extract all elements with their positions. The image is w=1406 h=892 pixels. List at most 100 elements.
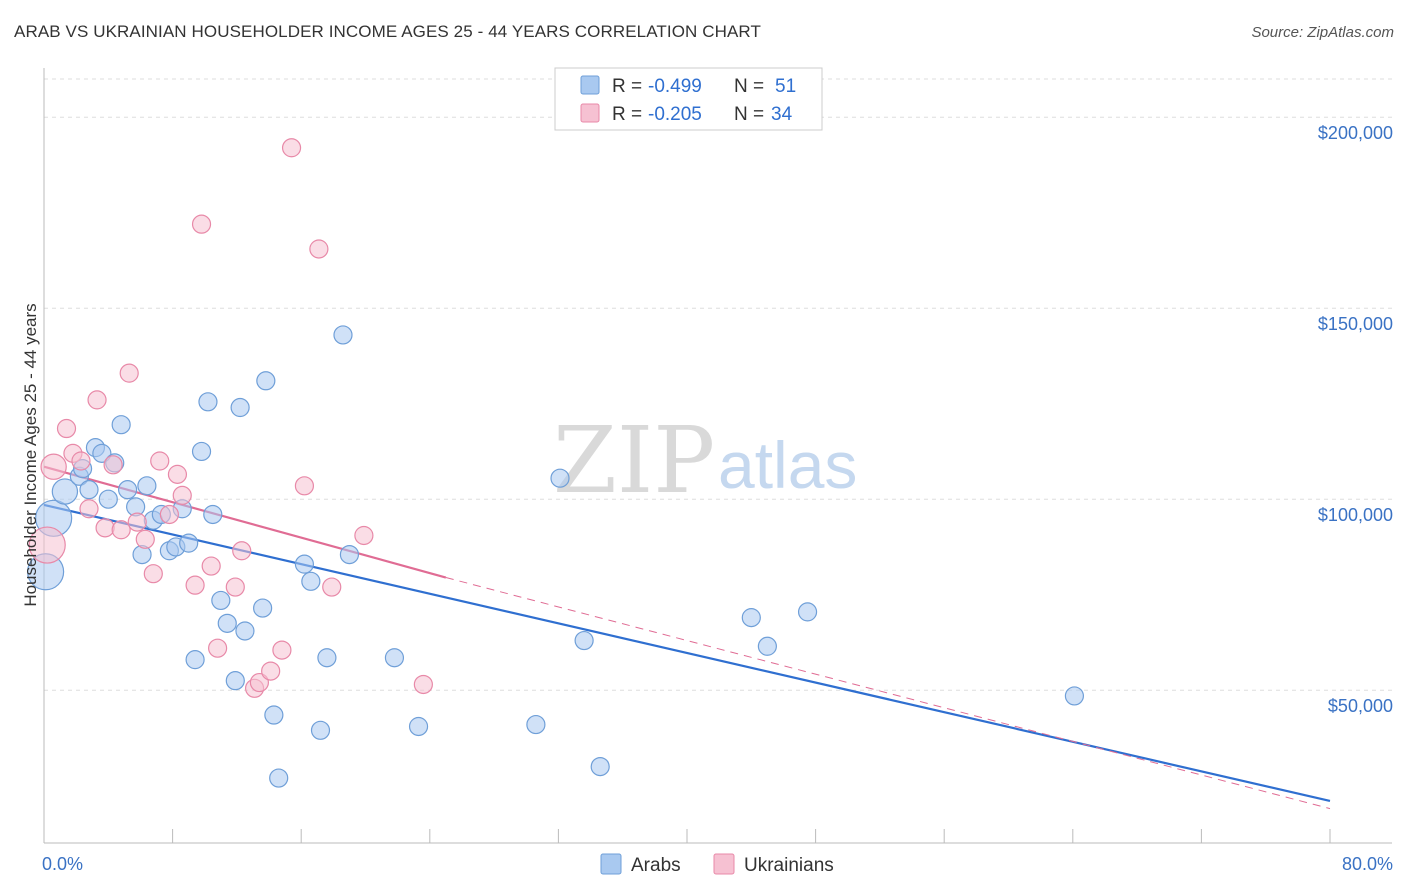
point-arabs xyxy=(191,441,212,462)
point-ukrainians xyxy=(249,672,270,693)
point-arabs xyxy=(550,468,570,488)
point-arabs xyxy=(92,443,112,463)
point-ukrainians xyxy=(40,453,67,480)
point-arabs xyxy=(310,720,331,740)
point-ukrainians xyxy=(143,564,163,584)
bottom-legend-label-ukrainians: Ukrainians xyxy=(744,855,834,876)
point-ukrainians xyxy=(127,512,147,532)
point-arabs xyxy=(1064,686,1085,706)
point-arabs xyxy=(757,636,777,656)
point-ukrainians xyxy=(159,504,179,525)
legend-swatch-arabs xyxy=(580,75,600,95)
point-arabs xyxy=(294,554,315,574)
point-arabs xyxy=(526,714,546,735)
point-arabs xyxy=(111,415,131,435)
x-tick-label: 0.0% xyxy=(42,854,83,874)
point-arabs xyxy=(384,648,405,668)
legend-r-value: -0.205 xyxy=(648,104,702,125)
point-arabs xyxy=(217,613,237,633)
bottom-legend-arabs: Arabs xyxy=(600,853,681,876)
legend-r-value: -0.499 xyxy=(648,76,702,97)
point-ukrainians xyxy=(294,476,315,496)
y-tick-label: $150,000 xyxy=(1318,314,1393,334)
point-arabs xyxy=(225,671,245,691)
point-ukrainians xyxy=(95,518,115,538)
point-ukrainians xyxy=(232,541,252,561)
point-ukrainians xyxy=(103,455,123,475)
point-arabs xyxy=(79,480,99,500)
point-ukrainians xyxy=(79,499,99,519)
watermark-zip: ZIP xyxy=(553,407,715,514)
point-arabs xyxy=(269,768,289,788)
chart-source: Source: ZipAtlas.com xyxy=(1251,24,1394,41)
x-tick-label: 80.0% xyxy=(1342,854,1393,874)
bottom-legend: Arabs Ukrainians xyxy=(600,853,834,876)
bottom-legend-label-arabs: Arabs xyxy=(631,855,681,876)
point-arabs xyxy=(98,489,118,509)
trend-line-extension-ukrainians xyxy=(445,577,1331,810)
point-arabs xyxy=(253,598,273,618)
bottom-legend-ukrainians: Ukrainians xyxy=(713,853,834,876)
bottom-legend-swatch-arabs xyxy=(600,853,622,875)
point-arabs xyxy=(741,608,761,628)
point-ukrainians xyxy=(208,638,228,658)
legend-r-label: R = xyxy=(612,76,642,97)
trend-lines xyxy=(43,465,1331,810)
point-arabs xyxy=(211,590,231,611)
point-ukrainians xyxy=(261,661,281,681)
point-arabs xyxy=(317,648,337,668)
legend-row-ukrainians: R = -0.205 N = 34 xyxy=(580,103,793,125)
point-ukrainians xyxy=(413,674,433,695)
bottom-legend-swatch-ukrainians xyxy=(713,853,735,875)
y-tick-labels: $50,000 $100,000 $150,000 $200,000 xyxy=(1318,123,1393,716)
point-ukrainians xyxy=(185,575,205,595)
legend-box: R = -0.499 N = 51 R = -0.205 N = 34 xyxy=(554,67,823,131)
point-arabs xyxy=(408,716,429,737)
point-ukrainians xyxy=(225,577,245,597)
trend-line-arabs xyxy=(43,503,1331,803)
point-arabs xyxy=(339,544,360,565)
legend-n-value: 34 xyxy=(771,104,793,125)
point-ukrainians xyxy=(71,451,91,471)
axes xyxy=(43,68,1392,844)
point-arabs xyxy=(230,397,250,418)
y-axis-label: Householder Income Ages 25 - 44 years xyxy=(21,303,40,606)
point-ukrainians xyxy=(111,520,131,540)
point-arabs xyxy=(574,630,594,651)
point-arabs xyxy=(256,371,276,391)
grid xyxy=(44,78,1392,691)
point-arabs xyxy=(235,621,255,641)
point-arabs xyxy=(203,504,223,525)
point-ukrainians xyxy=(309,239,329,259)
point-arabs xyxy=(117,480,138,500)
y-tick-label: $200,000 xyxy=(1318,123,1393,143)
point-arabs xyxy=(333,325,353,345)
data-points xyxy=(27,138,1085,788)
point-ukrainians xyxy=(191,214,212,234)
point-ukrainians xyxy=(167,464,188,484)
point-arabs xyxy=(179,533,199,553)
legend-row-arabs: R = -0.499 N = 51 xyxy=(580,75,796,97)
watermark-atlas: atlas xyxy=(718,428,857,502)
point-arabs xyxy=(264,705,284,725)
point-arabs xyxy=(797,602,818,622)
point-ukrainians xyxy=(150,451,170,471)
point-ukrainians xyxy=(56,418,77,439)
point-ukrainians xyxy=(28,526,66,564)
trend-line-ukrainians xyxy=(43,465,447,579)
y-tick-label: $50,000 xyxy=(1328,696,1393,716)
point-ukrainians xyxy=(87,390,107,410)
point-ukrainians xyxy=(322,577,342,597)
point-ukrainians xyxy=(201,556,221,576)
legend-n-label: N = xyxy=(734,76,764,97)
point-arabs xyxy=(590,756,610,777)
point-ukrainians xyxy=(272,640,292,660)
point-ukrainians xyxy=(281,138,302,158)
point-ukrainians xyxy=(119,363,139,383)
point-ukrainians xyxy=(172,485,192,505)
legend-swatch-ukrainians xyxy=(580,103,600,123)
legend-n-value: 51 xyxy=(775,76,796,97)
point-arabs xyxy=(301,571,321,591)
legend-r-label: R = xyxy=(612,104,642,125)
